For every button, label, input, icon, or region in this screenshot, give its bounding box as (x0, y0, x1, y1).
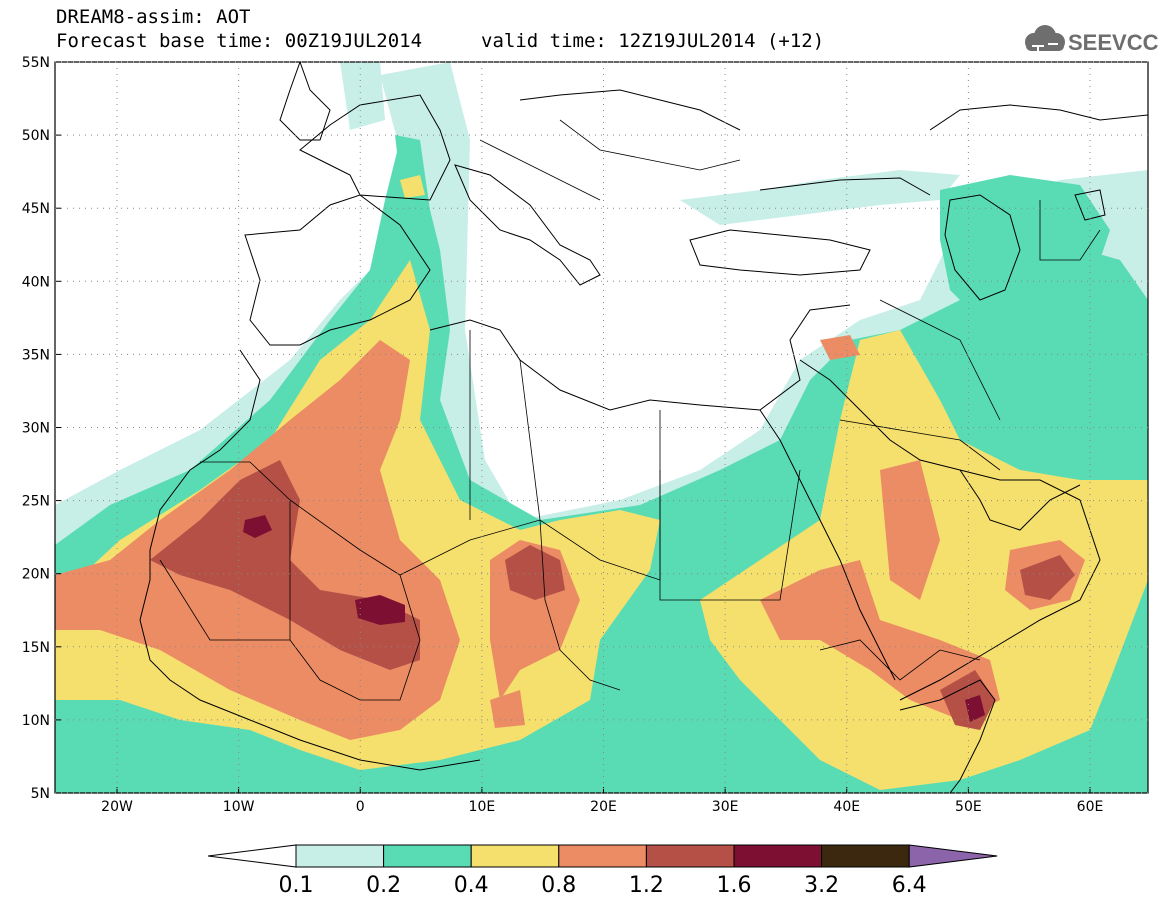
colorbar-label: 1.6 (717, 873, 752, 898)
aot-band-0.1 (340, 62, 385, 130)
lat-label: 50N (22, 128, 50, 144)
colorbar-label: 0.1 (279, 873, 314, 898)
colorbar-under-triangle (207, 844, 297, 868)
lat-label: 15N (22, 640, 50, 656)
lon-label: 40E (833, 799, 860, 815)
aot-band-0.8 (490, 690, 525, 728)
lat-label: 20N (22, 567, 50, 583)
lat-label: 40N (22, 274, 50, 290)
lon-label: 30E (712, 799, 739, 815)
aot-band-1.2 (1020, 555, 1075, 600)
axis-labels: 55N 50N 45N 40N 35N 30N 25N 20N 15N 10N 5N 20W 10W 0 1… (22, 55, 1148, 815)
lat-label: 25N (22, 494, 50, 510)
lon-label: 20E (590, 799, 617, 815)
map-title: DREAM8-assim: AOT (56, 6, 251, 28)
colorbar-segment (821, 844, 910, 868)
lon-label: 10W (223, 799, 255, 815)
colorbar-segment (470, 844, 560, 868)
colorbar-label: 0.2 (366, 873, 401, 898)
lat-label: 10N (22, 713, 50, 729)
aot-band-1.6 (243, 515, 272, 538)
lat-label: 5N (31, 786, 50, 802)
aot-band-0.1 (680, 170, 960, 225)
valid-time: valid time: 12Z19JUL2014 (+12) (481, 30, 825, 52)
lat-label: 30N (22, 421, 50, 437)
aot-band-1.2 (150, 460, 420, 670)
colorbar-segment (295, 844, 385, 868)
lat-label: 55N (22, 55, 50, 71)
aot-band-0.2 (940, 175, 1110, 330)
aot-band-0.8 (820, 335, 860, 360)
colorbar-segment (558, 844, 647, 868)
colorbar: 0.1 0.2 0.4 0.8 1.2 1.6 3.2 6.4 (207, 844, 998, 898)
aot-band-0.8 (880, 460, 940, 600)
lon-label: 50E (955, 799, 982, 815)
aot-band-0.4 (400, 175, 425, 198)
lon-label: 0 (356, 799, 365, 815)
lon-label: 60E (1077, 799, 1104, 815)
aot-band-1.6 (355, 595, 405, 625)
colorbar-label: 6.4 (892, 873, 927, 898)
colorbar-label: 0.4 (454, 873, 489, 898)
lon-label: 20W (101, 799, 133, 815)
coastlines (139, 62, 1148, 793)
colorbar-label: 1.2 (629, 873, 664, 898)
lat-label: 45N (22, 201, 50, 217)
colorbar-segment (645, 844, 735, 868)
country-borders (159, 119, 1101, 701)
lon-label: 10E (469, 799, 496, 815)
colorbar-segment (733, 844, 823, 868)
colorbar-segment (383, 844, 472, 868)
seevccc-logo: SEEVCCC (1025, 25, 1158, 55)
aot-band-1.6 (965, 695, 985, 722)
colorbar-label: 0.8 (541, 873, 576, 898)
aot-field (55, 62, 1148, 793)
colorbar-over-triangle (908, 844, 998, 868)
logo-text: SEEVCCC (1068, 30, 1158, 55)
aot-band-1.2 (505, 545, 565, 600)
colorbar-label: 3.2 (804, 873, 839, 898)
forecast-base-time: Forecast base time: 00Z19JUL2014 (56, 30, 423, 52)
lat-label: 35N (22, 347, 50, 363)
